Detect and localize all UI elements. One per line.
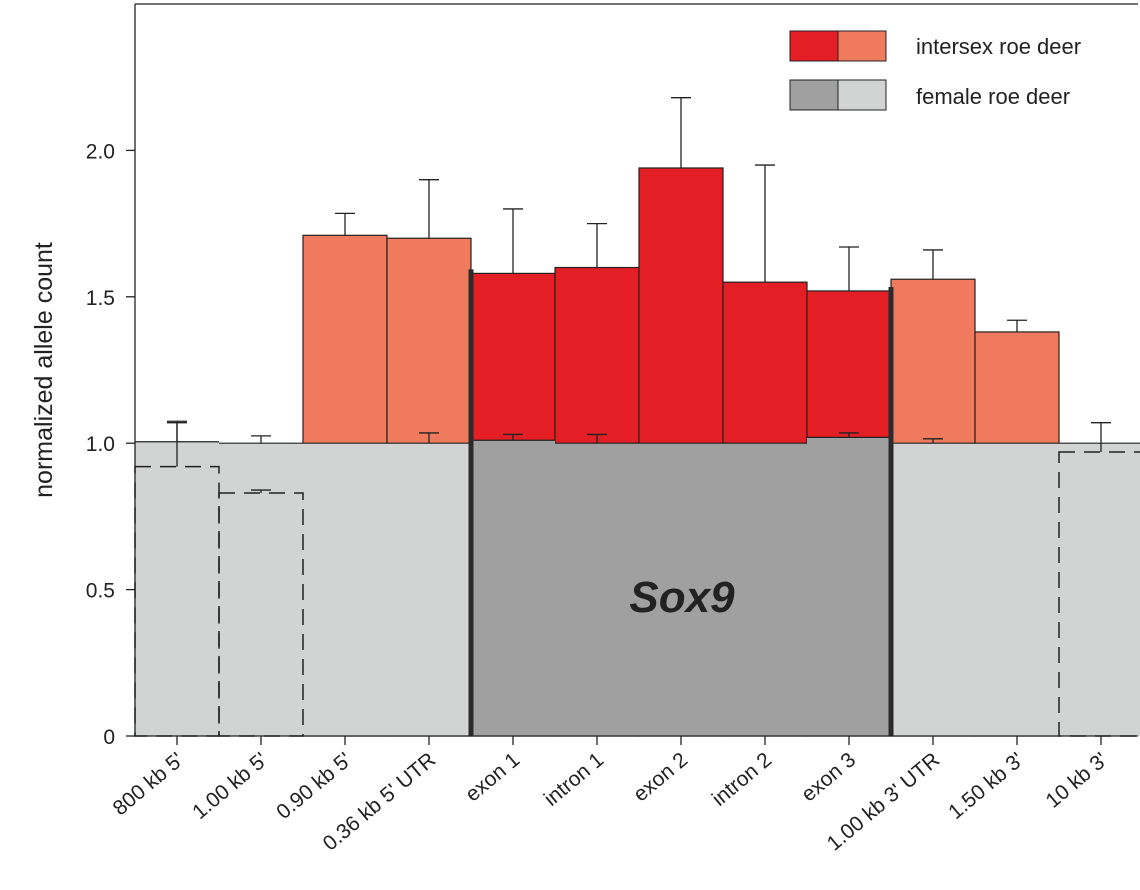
x-tick-label-5: exon 1 [461,748,524,806]
y-tick-label-0: 0 [103,726,115,749]
legend-swatch-intersex-gene [789,30,839,62]
x-tick-label-3: 0.90 kb 5' [272,748,356,824]
bar-female-12 [1059,443,1140,736]
bar-female-6 [555,443,639,736]
x-tick-label-9: exon 3 [797,748,860,806]
y-axis-label: normalized allele count [30,242,58,498]
legend: intersex roe deer female roe deer [789,30,1081,111]
bar-female-5 [471,440,555,736]
x-tick-label-8: intron 2 [708,748,776,811]
bar-female-3 [303,443,387,736]
bar-female-10 [891,443,975,736]
legend-label-female: female roe deer [916,84,1070,109]
legend-swatch-intersex-flank [837,30,887,62]
x-tick-label-12: 10 kb 3' [1042,748,1113,812]
error-bars-layer [167,97,1111,493]
gene-label: Sox9 [629,573,735,622]
bar-female-8 [723,443,807,736]
y-tick-label-4: 2.0 [86,140,115,163]
legend-label-intersex: intersex roe deer [916,34,1081,59]
x-tick-label-7: exon 2 [629,748,692,806]
bar-female-4 [387,443,471,736]
y-tick-label-1: 0.5 [86,580,115,603]
legend-swatch-female-flank [837,79,887,111]
y-tick-label-2: 1.0 [86,433,115,456]
bar-female-2 [219,443,303,736]
female-bars-layer [134,436,1140,737]
x-tick-label-11: 1.50 kb 3' [944,748,1028,824]
bar-intersex-2 [218,492,304,737]
bar-female-7 [639,443,723,736]
bar-female-1 [135,441,219,736]
bar-female-11 [975,443,1059,736]
legend-swatch-female-gene [789,79,839,111]
bar-female-9 [807,437,891,736]
x-tick-label-6: intron 1 [540,748,608,811]
x-tick-label-2: 1.00 kb 5' [188,748,272,824]
x-tick-label-1: 800 kb 5' [109,748,189,820]
y-tick-label-3: 1.5 [86,287,115,310]
